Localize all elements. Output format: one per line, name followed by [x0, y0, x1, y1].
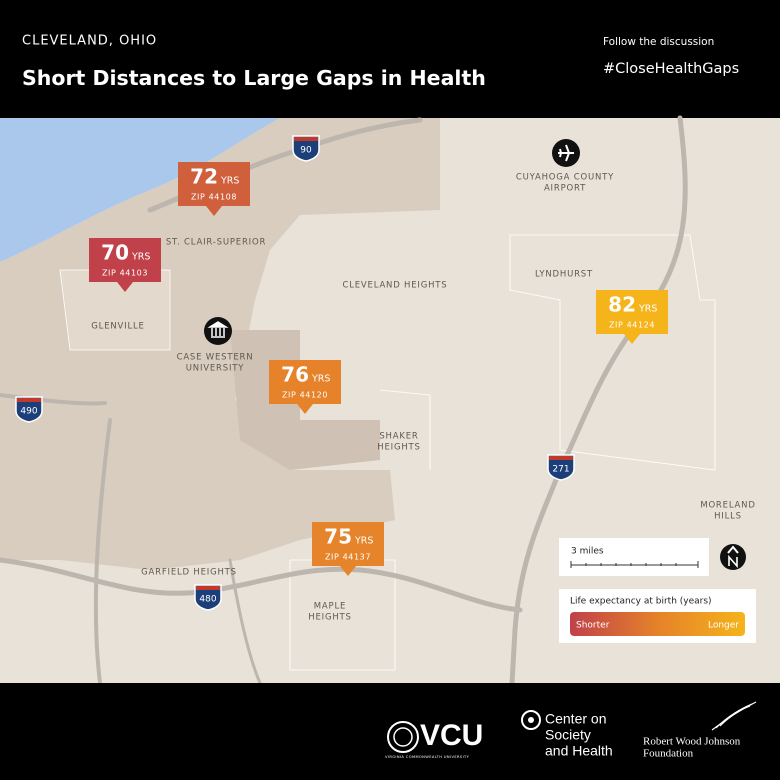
- life-expectancy-callout[interactable]: 72 YRS ZIP 44108: [178, 162, 250, 216]
- place-label: UNIVERSITY: [186, 364, 244, 374]
- shield-top: [17, 398, 41, 402]
- place-label: GLENVILLE: [91, 322, 144, 332]
- callout-unit: YRS: [638, 304, 657, 315]
- highway-number: 271: [552, 465, 569, 475]
- highway-shield: 271: [547, 454, 575, 481]
- highway-number: 90: [300, 146, 312, 156]
- place-label: MAPLE: [314, 602, 346, 612]
- center-icon: [521, 710, 541, 730]
- place-label: CUYAHOGA COUNTY: [516, 173, 614, 183]
- shield-top: [549, 456, 573, 460]
- scale-bar: [570, 561, 699, 568]
- callout-box: [269, 360, 341, 414]
- callout-unit: YRS: [354, 536, 373, 547]
- vcu-subtitle: VIRGINIA COMMONWEALTH UNIVERSITY: [385, 755, 470, 759]
- hashtag[interactable]: #CloseHealthGaps: [603, 61, 739, 77]
- callout-years: 72: [190, 165, 218, 189]
- callout-years: 76: [281, 363, 309, 387]
- rwjf-feather: [711, 701, 757, 731]
- callout-unit: YRS: [131, 252, 150, 263]
- north-arrow: [720, 544, 746, 570]
- legend-low: Shorter: [576, 621, 610, 631]
- callout-box: [178, 162, 250, 216]
- highway-number: 480: [199, 595, 216, 605]
- scale-label: 3 miles: [571, 547, 604, 557]
- highway-shield: 490: [15, 396, 43, 423]
- place-label: AIRPORT: [544, 184, 586, 194]
- place-label: HEIGHTS: [377, 443, 420, 453]
- callout-years: 75: [324, 525, 352, 549]
- shield: [15, 396, 43, 423]
- shield-top: [196, 586, 220, 590]
- title: Short Distances to Large Gaps in Health: [22, 66, 486, 90]
- place-label: GARFIELD HEIGHTS: [141, 568, 237, 578]
- rwjf-logo-text: Foundation: [643, 748, 694, 760]
- callout-years: 70: [101, 241, 129, 265]
- callout-unit: YRS: [220, 176, 239, 187]
- callout-zip: ZIP 44120: [282, 391, 328, 400]
- location: CLEVELAND, OHIO: [22, 34, 157, 49]
- life-expectancy-callout[interactable]: 70 YRS ZIP 44103: [89, 238, 161, 292]
- header-bar: [0, 0, 780, 118]
- shield: [547, 454, 575, 481]
- place-label: HILLS: [714, 512, 742, 522]
- airport-icon: [552, 139, 580, 167]
- place-label: CASE WESTERN: [177, 353, 254, 363]
- vcu-seal: [387, 721, 419, 753]
- callout-unit: YRS: [311, 374, 330, 385]
- callout-zip: ZIP 44108: [191, 193, 237, 202]
- highway-shield: 480: [194, 584, 222, 611]
- callout-zip: ZIP 44103: [102, 269, 148, 278]
- shield: [194, 584, 222, 611]
- callout-box: [596, 290, 668, 344]
- legend-high: Longer: [708, 621, 739, 631]
- follow-text: Follow the discussion: [603, 36, 714, 48]
- legend-gradient: [570, 612, 745, 636]
- center-logo-text: and Health: [545, 743, 613, 759]
- place-label: MORELAND: [700, 501, 755, 511]
- callout-box: [89, 238, 161, 292]
- life-expectancy-callout[interactable]: 76 YRS ZIP 44120: [269, 360, 341, 414]
- callout-box: [312, 522, 384, 576]
- life-expectancy-callout[interactable]: 75 YRS ZIP 44137: [312, 522, 384, 576]
- university-icon: [204, 317, 232, 345]
- scale-box: [559, 538, 709, 576]
- legend-title: Life expectancy at birth (years): [570, 597, 712, 607]
- center-logo-text: Society: [545, 727, 591, 743]
- place-label: SHAKER: [379, 432, 418, 442]
- vcu-logo: VCU: [420, 719, 483, 752]
- life-expectancy-callout[interactable]: 82 YRS ZIP 44124: [596, 290, 668, 344]
- center-logo-text: Center on: [545, 711, 606, 727]
- highway-number: 490: [20, 407, 37, 417]
- rwjf-logo-text: Robert Wood Johnson: [643, 736, 741, 748]
- callout-zip: ZIP 44124: [609, 321, 655, 330]
- place-label: ST. CLAIR-SUPERIOR: [166, 238, 266, 248]
- highway-shield: 90: [292, 135, 320, 162]
- callout-years: 82: [608, 293, 636, 317]
- place-label: HEIGHTS: [308, 613, 351, 623]
- place-label: LYNDHURST: [535, 270, 593, 280]
- shield-top: [294, 137, 318, 141]
- callout-zip: ZIP 44137: [325, 553, 371, 562]
- shield: [292, 135, 320, 162]
- place-label: CLEVELAND HEIGHTS: [342, 281, 447, 291]
